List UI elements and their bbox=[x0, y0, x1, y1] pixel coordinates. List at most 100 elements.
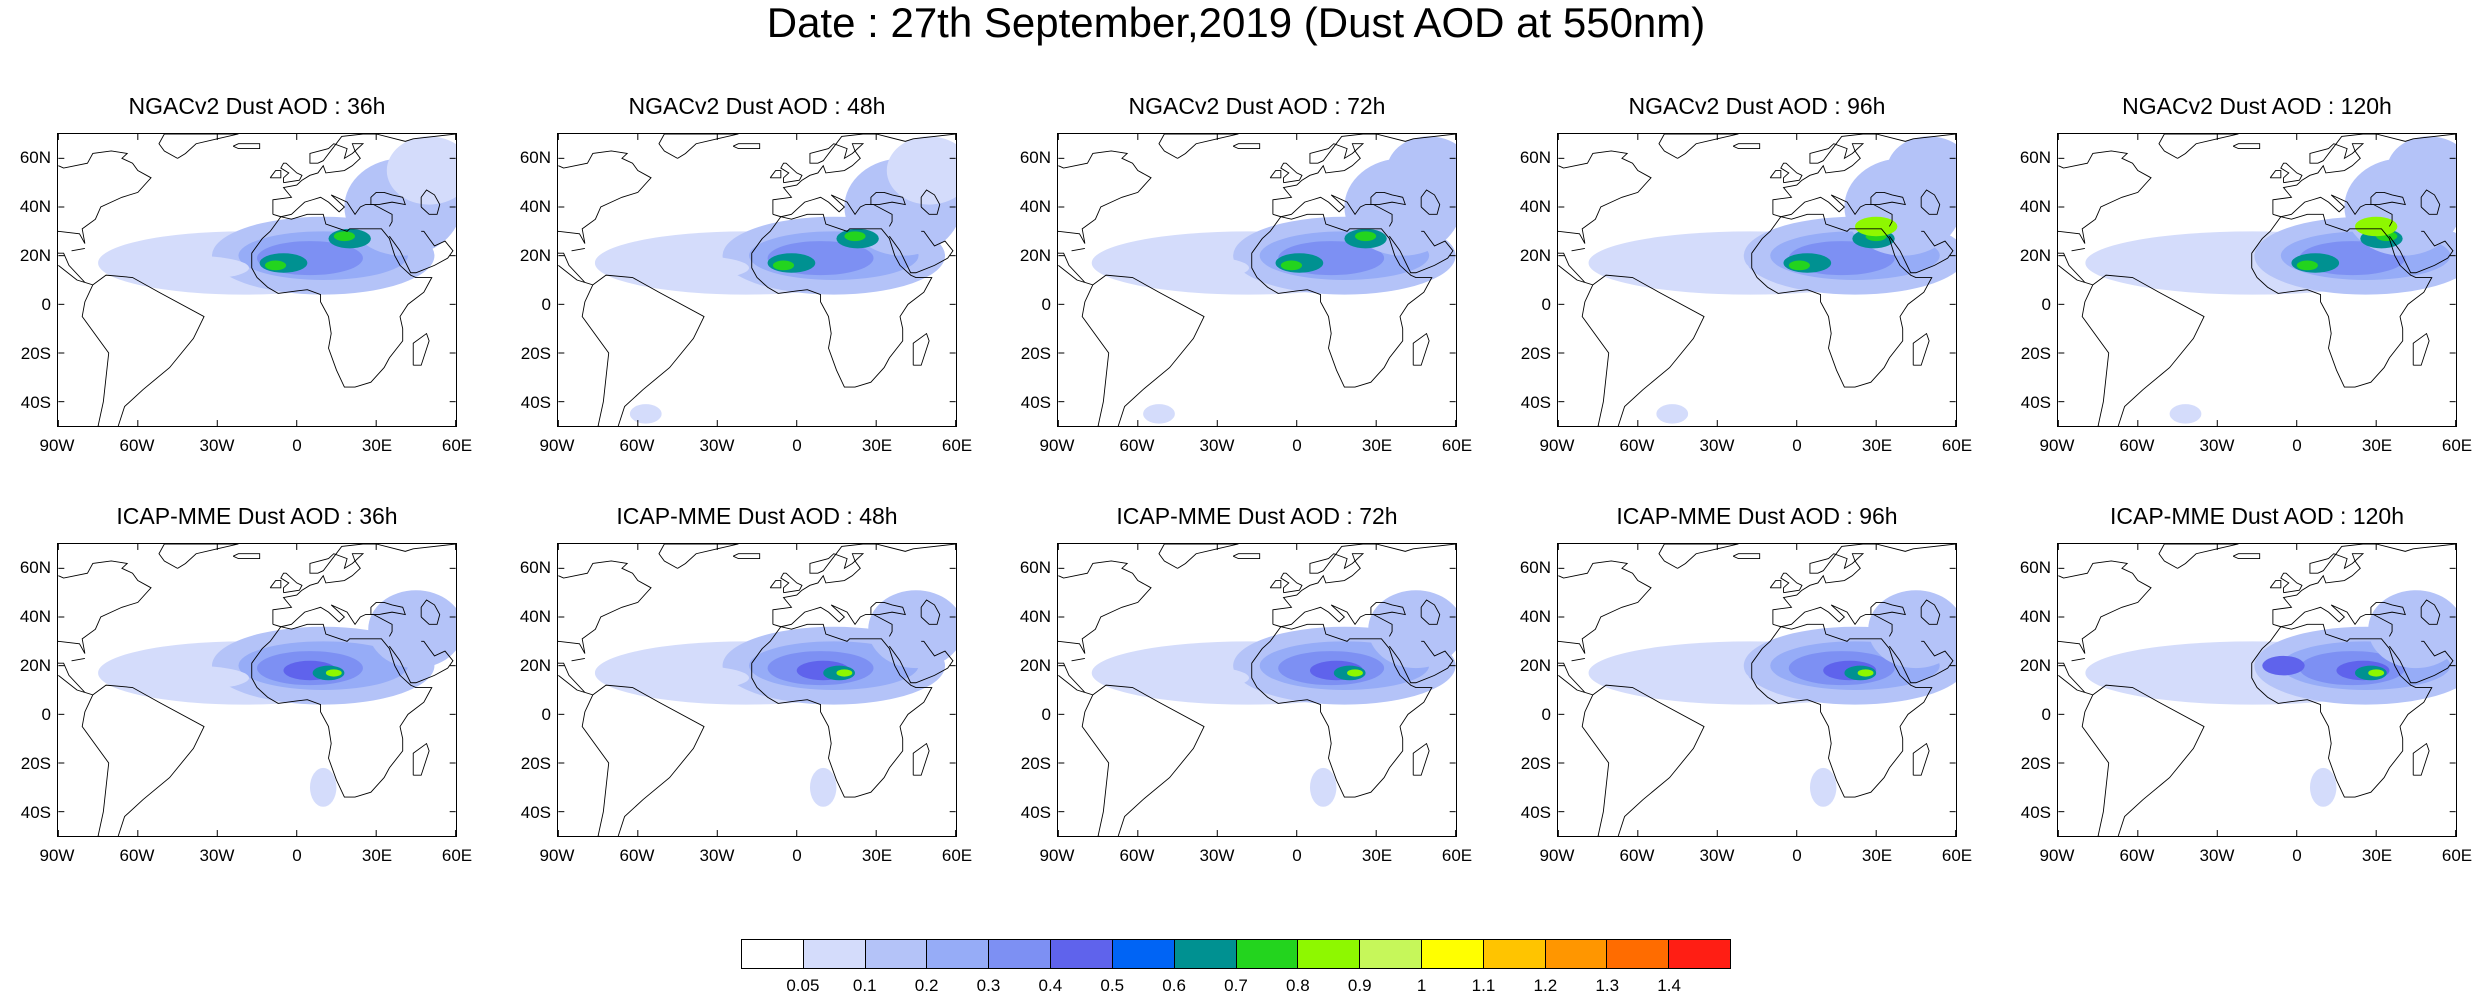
dust-plume bbox=[2169, 404, 2202, 424]
lon-tick-label: 30W bbox=[1699, 436, 1735, 455]
coastline bbox=[2420, 599, 2441, 625]
lat-tick-label: 20S bbox=[20, 753, 51, 773]
coastline bbox=[2081, 684, 2205, 836]
coastline bbox=[732, 553, 761, 560]
lon-tick-label: 30W bbox=[699, 436, 735, 455]
map-panel bbox=[1057, 543, 1457, 837]
dust-plume bbox=[264, 260, 287, 271]
lat-tick-label: 40N bbox=[1519, 196, 1551, 216]
map-panel bbox=[2057, 133, 2457, 427]
lat-tick-label: 40S bbox=[2020, 802, 2051, 822]
coastline bbox=[2272, 544, 2456, 625]
lon-tick-label: 30E bbox=[861, 846, 893, 865]
dust-plume bbox=[772, 260, 795, 271]
panel-title: NGACv2 Dust AOD : 72h bbox=[1128, 93, 1386, 119]
coastline bbox=[2071, 657, 2085, 662]
lat-tick-label: 0 bbox=[41, 294, 51, 314]
lon-tick-label: 30E bbox=[2361, 846, 2393, 865]
coastline bbox=[1912, 742, 1930, 776]
coastline bbox=[1280, 162, 1303, 184]
coastline bbox=[2412, 332, 2430, 366]
lon-tick-label: 0 bbox=[792, 846, 802, 865]
lat-tick-label: 60N bbox=[19, 147, 51, 167]
coastline bbox=[1769, 170, 1782, 179]
coastline bbox=[1280, 572, 1303, 594]
lat-tick-label: 60N bbox=[519, 557, 551, 577]
lon-tick-label: 60W bbox=[119, 436, 155, 455]
coastline bbox=[280, 572, 303, 594]
map-panel bbox=[1557, 133, 1957, 427]
colorbar-label: 0.05 bbox=[786, 976, 820, 995]
lat-tick-label: 40S bbox=[2020, 392, 2051, 412]
lat-tick-label: 60N bbox=[1019, 147, 1051, 167]
coastline bbox=[158, 134, 239, 159]
lon-tick-label: 0 bbox=[1792, 436, 1802, 455]
colorbar-label: 0.3 bbox=[976, 976, 1001, 995]
coastline bbox=[870, 191, 906, 206]
coastline bbox=[1071, 657, 1085, 662]
lat-tick-label: 20N bbox=[519, 655, 551, 675]
lat-tick-label: 40N bbox=[1019, 606, 1051, 626]
lon-tick-label: 90W bbox=[1039, 436, 1075, 455]
coastline bbox=[1232, 553, 1261, 560]
lat-tick-label: 20N bbox=[2019, 245, 2051, 265]
dust-plume bbox=[1809, 767, 1837, 807]
coastline bbox=[1772, 544, 1956, 625]
panel-title: NGACv2 Dust AOD : 96h bbox=[1628, 93, 1886, 119]
coastline bbox=[1558, 560, 1652, 696]
lat-tick-label: 0 bbox=[41, 704, 51, 724]
lat-tick-label: 20N bbox=[19, 655, 51, 675]
coastline bbox=[1889, 640, 1954, 684]
lon-tick-label: 30E bbox=[1361, 846, 1393, 865]
map-panel bbox=[557, 133, 957, 427]
lat-tick-label: 20N bbox=[1519, 655, 1551, 675]
lon-tick-label: 60W bbox=[1119, 846, 1155, 865]
lat-tick-label: 20N bbox=[19, 245, 51, 265]
dust-plume bbox=[2262, 655, 2305, 676]
lat-tick-label: 20S bbox=[1020, 343, 1051, 363]
coastline bbox=[1751, 623, 1933, 798]
colorbar-label: 0.4 bbox=[1038, 976, 1063, 995]
dust-plume bbox=[2368, 590, 2456, 669]
coastline bbox=[1058, 560, 1152, 696]
coastline bbox=[71, 247, 85, 252]
coastline bbox=[2232, 553, 2261, 560]
coastline bbox=[772, 544, 956, 625]
lat-tick-label: 40S bbox=[1020, 392, 1051, 412]
coastline bbox=[2251, 623, 2433, 798]
coastline bbox=[912, 332, 930, 366]
lon-tick-label: 60E bbox=[1941, 846, 1973, 865]
dust-plume bbox=[325, 669, 342, 677]
colorbar bbox=[741, 939, 1731, 969]
lon-tick-label: 60E bbox=[941, 846, 973, 865]
coastline bbox=[370, 601, 406, 616]
dust-plume bbox=[868, 590, 956, 669]
lon-tick-label: 60W bbox=[619, 436, 655, 455]
lon-tick-label: 90W bbox=[2039, 846, 2075, 865]
coastline bbox=[1658, 544, 1739, 569]
coastline bbox=[1581, 274, 1705, 426]
coastline bbox=[420, 189, 441, 215]
lat-tick-label: 40S bbox=[20, 802, 51, 822]
lon-tick-label: 30W bbox=[199, 846, 235, 865]
map-canvas bbox=[2058, 134, 2456, 426]
lon-tick-label: 30E bbox=[1861, 436, 1893, 455]
coastline bbox=[769, 580, 782, 589]
coastline bbox=[1889, 230, 1954, 274]
lat-tick-label: 60N bbox=[2019, 147, 2051, 167]
coastline bbox=[1272, 544, 1456, 625]
coastline bbox=[1780, 572, 1803, 594]
map-canvas bbox=[1558, 544, 1956, 836]
lon-tick-label: 30E bbox=[861, 436, 893, 455]
colorbar-swatch bbox=[989, 940, 1052, 968]
coastline bbox=[2232, 143, 2261, 150]
lat-tick-label: 0 bbox=[1041, 704, 1051, 724]
coastline bbox=[1412, 332, 1430, 366]
coastline bbox=[158, 544, 239, 569]
colorbar-swatch bbox=[1607, 940, 1670, 968]
colorbar-swatch bbox=[1545, 940, 1608, 968]
coastline bbox=[2280, 162, 2303, 184]
coastline bbox=[1571, 247, 1585, 252]
dust-plume bbox=[844, 231, 866, 242]
lon-tick-label: 30W bbox=[1199, 846, 1235, 865]
